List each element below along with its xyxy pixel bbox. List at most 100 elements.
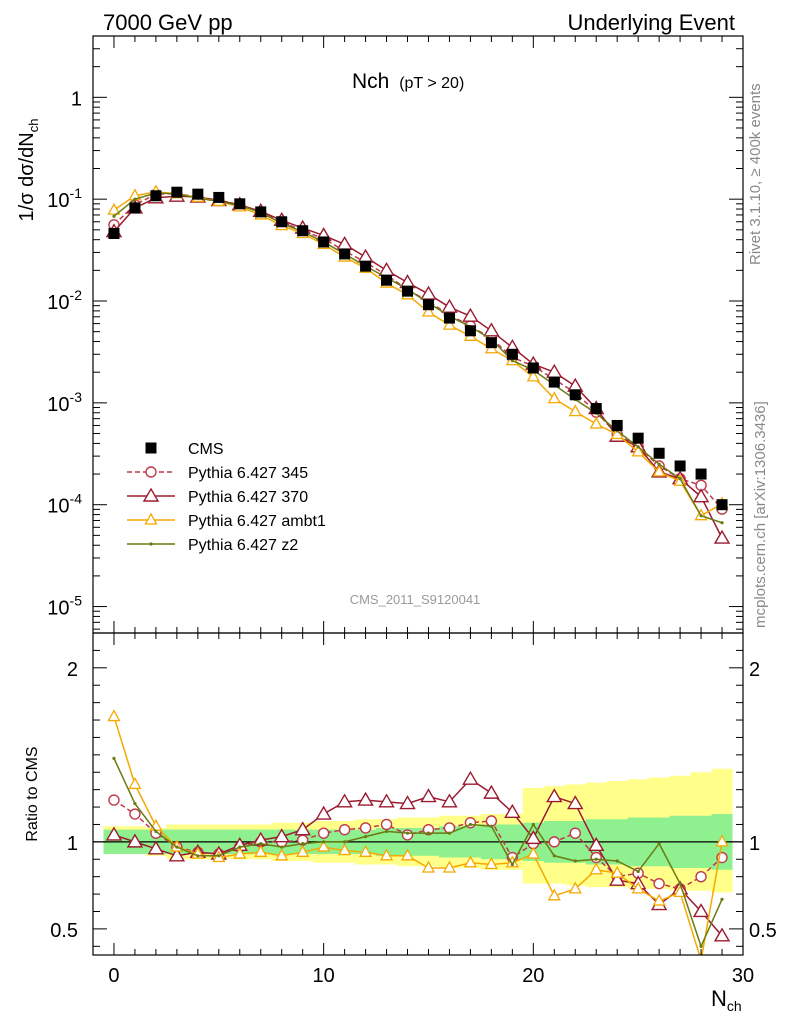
ratio-point [653,877,665,890]
tick-exponent: -5 [70,593,83,609]
series-point [652,464,666,477]
tick-base: 10 [47,190,69,212]
ratio-point [505,855,519,868]
series-point [378,261,395,277]
data-point [402,285,414,297]
data-point [590,403,602,415]
series-point [699,514,703,518]
tick-base: 10 [47,292,69,314]
series-point [713,529,731,544]
ratio-point [275,848,289,861]
ratio-point [657,842,661,846]
ratio-point [569,827,581,839]
upper-y-tick-label: 10-2 [47,287,82,314]
lower-y-tick-label: 1 [67,833,78,855]
ratio-line [113,758,723,949]
ratio-point [546,788,563,803]
ratio-point [336,793,353,808]
ratio-point [129,808,141,820]
ratio-point [608,871,626,886]
data-point [192,188,204,200]
series-point [631,444,645,457]
tick-exponent: -3 [70,389,83,405]
upper-y-tick-label: 1 [71,88,82,110]
ratio-point [610,865,624,878]
data-point [297,225,309,237]
x-tick-label: 0 [108,965,119,987]
legend-label: Pythia 6.427 345 [188,465,308,482]
ratio-point [504,803,521,818]
x-label-main: N [711,986,727,1011]
series-point [442,317,457,330]
ratio-point [421,860,436,873]
tick-exponent: -1 [70,185,83,201]
ratio-point [301,842,305,846]
legend-marker [149,542,153,546]
tick-exponent: -4 [70,491,83,507]
ratio-point [380,818,393,831]
upper-y-tick-label: 10-5 [47,593,82,620]
ratio-point [358,844,373,857]
upper-axis-ticks: 10-510-410-310-210-11 [47,35,744,633]
ratio-point [315,805,332,820]
data-point [129,202,141,214]
upper-y-tick-label: 10-3 [47,389,82,416]
series-point [720,521,724,525]
analysis-watermark: CMS_2011_S9120041 [350,592,481,607]
legend-marker [145,442,157,454]
ratio-point [238,845,242,849]
data-point [674,460,686,472]
ratio-point [107,709,121,722]
ratio-point [463,855,478,868]
ratio-point [631,881,645,894]
ratio-point [589,862,603,875]
legend-marker [145,466,157,478]
x-tick-label: 10 [313,965,335,987]
upper-y-tick-label: 10-1 [47,185,82,212]
data-point [150,190,162,202]
data-point [108,228,120,240]
ratio-point [699,952,703,955]
ratio-point [489,824,493,828]
data-point [360,260,372,272]
ratio-point [343,840,347,844]
ratio-point [678,882,682,886]
data-point [716,499,728,511]
ratio-point [133,801,137,806]
data-point [569,389,581,401]
header-right: Underlying Event [567,10,735,35]
data-point [506,348,518,360]
series-point [421,304,436,317]
lower-y-tick-label: 2 [67,659,78,681]
ratio-point [105,826,123,841]
x-tick-label: 20 [522,965,544,987]
ratio-point [426,831,431,835]
data-point [255,206,267,218]
legend-label: CMS [188,441,224,458]
lower-y-tick-label: 0.5 [50,920,78,942]
ratio-point [147,840,165,855]
data-point [548,376,560,388]
ratio-point [399,795,416,810]
ratio-point [168,847,186,862]
tick-base: 10 [47,496,69,518]
series-point [420,285,437,300]
ratio-point [378,793,395,808]
ratio-point [401,829,414,841]
ratio-point [112,756,116,760]
data-point [632,432,644,444]
data-point [276,216,288,228]
ratio-point [636,869,640,874]
tick-exponent: -2 [70,287,83,303]
ratio-point [699,944,703,948]
x-label-sub: ch [727,998,742,1014]
ratio-point [573,859,577,863]
data-point [234,198,246,210]
ratio-point [359,822,372,834]
ratio-point [338,823,351,836]
series-point [510,358,514,363]
lower-y-tick-label-right: 2 [749,659,760,681]
ratio-point [322,840,326,844]
ratio-point [462,770,479,785]
data-point [422,299,434,311]
